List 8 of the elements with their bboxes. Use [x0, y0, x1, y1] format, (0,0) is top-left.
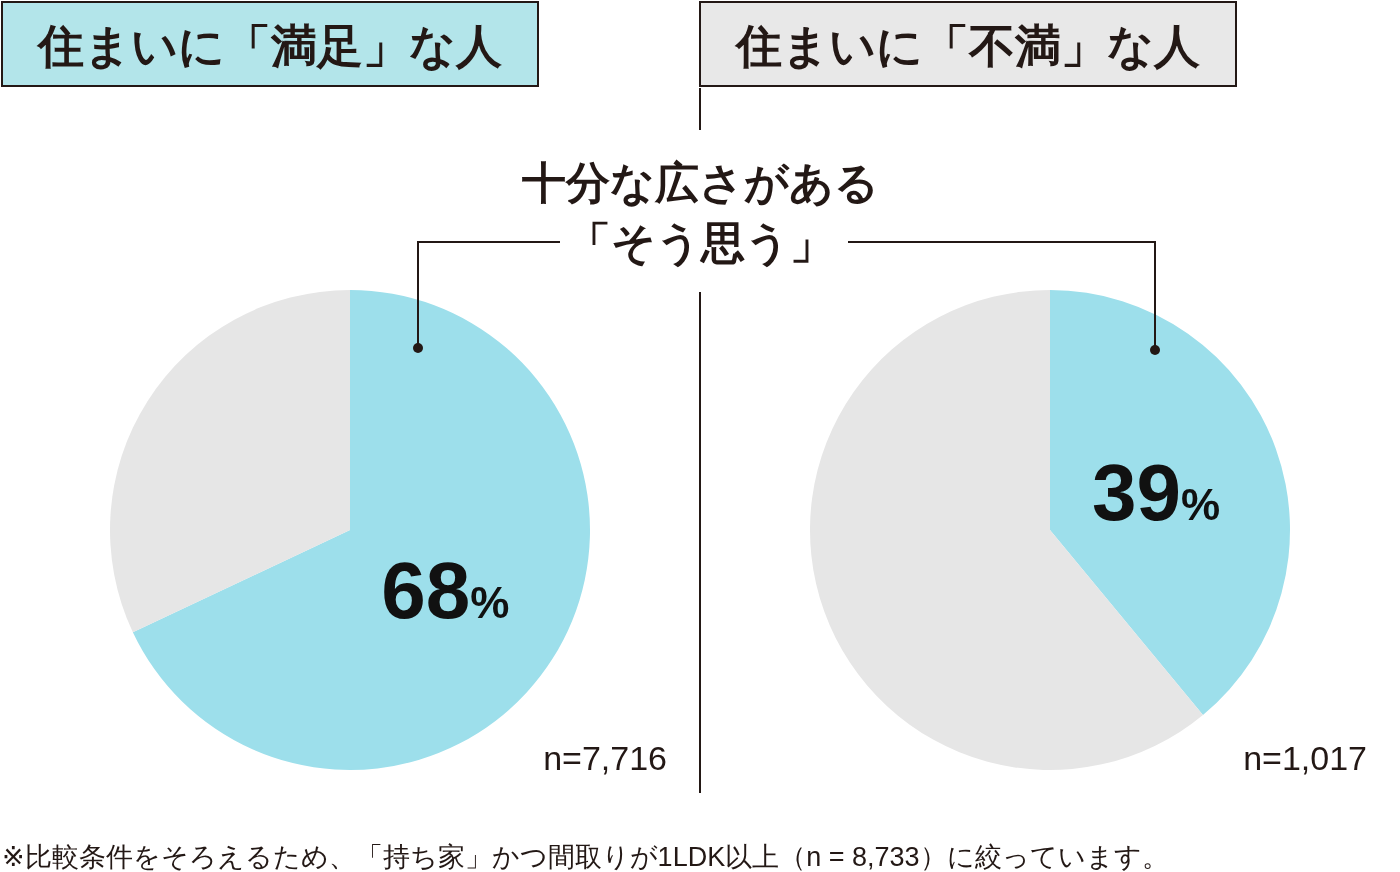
chart-title: 住まいに「満足」な人: [36, 20, 502, 72]
data-label: 68%: [381, 546, 510, 636]
text: n=7,716: [543, 739, 667, 777]
text: n=1,017: [1243, 739, 1367, 777]
chart-title: 住まいに「不満」な人: [734, 20, 1200, 72]
data-label: 39%: [1092, 447, 1221, 537]
text: ※比較条件をそろえるため、「持ち家」かつ間取りが1LDK以上（n = 8,733）に絞っています。: [2, 842, 1169, 872]
slice-label: 十分な広さがある「そう思う」: [521, 158, 879, 268]
